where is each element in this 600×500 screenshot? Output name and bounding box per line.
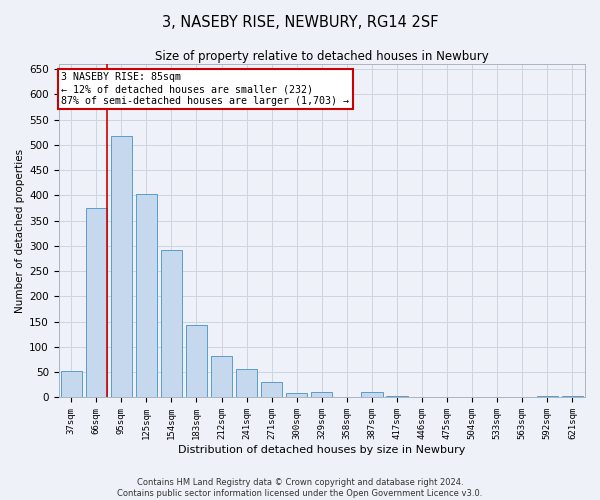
Bar: [211, 356, 232, 398]
Bar: [110, 136, 132, 398]
Bar: [311, 392, 332, 398]
Bar: [261, 382, 283, 398]
Bar: [86, 208, 107, 398]
Title: Size of property relative to detached houses in Newbury: Size of property relative to detached ho…: [155, 50, 488, 63]
Bar: [136, 194, 157, 398]
Text: 3 NASEBY RISE: 85sqm
← 12% of detached houses are smaller (232)
87% of semi-deta: 3 NASEBY RISE: 85sqm ← 12% of detached h…: [61, 72, 349, 106]
Text: Contains HM Land Registry data © Crown copyright and database right 2024.
Contai: Contains HM Land Registry data © Crown c…: [118, 478, 482, 498]
Bar: [562, 396, 583, 398]
Bar: [161, 250, 182, 398]
Bar: [412, 397, 433, 398]
Bar: [286, 393, 307, 398]
Bar: [186, 326, 207, 398]
Text: 3, NASEBY RISE, NEWBURY, RG14 2SF: 3, NASEBY RISE, NEWBURY, RG14 2SF: [162, 15, 438, 30]
Bar: [537, 396, 558, 398]
Bar: [361, 392, 383, 398]
Y-axis label: Number of detached properties: Number of detached properties: [15, 149, 25, 313]
Bar: [61, 371, 82, 398]
X-axis label: Distribution of detached houses by size in Newbury: Distribution of detached houses by size …: [178, 445, 466, 455]
Bar: [386, 396, 407, 398]
Bar: [236, 368, 257, 398]
